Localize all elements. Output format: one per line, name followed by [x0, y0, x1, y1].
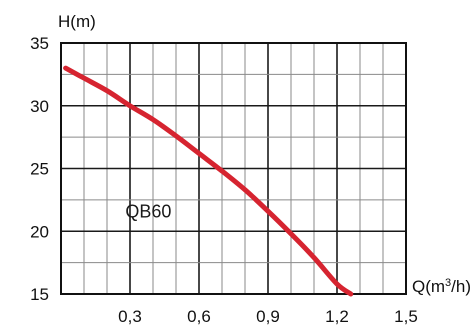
x-axis-label-superscript: 3 — [445, 277, 451, 289]
y-tick-label: 25 — [30, 160, 49, 179]
x-tick-label: 0,6 — [187, 307, 211, 326]
y-tick-label: 35 — [30, 34, 49, 53]
curve-layer — [63, 65, 354, 297]
x-tick-label: 0,9 — [256, 307, 280, 326]
x-axis-label: Q(m3/h) — [412, 277, 471, 296]
y-tick-label: 30 — [30, 97, 49, 116]
series-label: QB60 — [125, 201, 171, 221]
y-tick-label: 20 — [30, 222, 49, 241]
plot-frame — [60, 42, 407, 295]
x-tick-label: 1,5 — [394, 307, 418, 326]
x-axis-label-main: Q(m — [412, 277, 445, 296]
series-line-qb60 — [63, 65, 354, 297]
x-axis-label-end: /h) — [451, 277, 471, 296]
labels: H(m) Q(m3/h) 15 20 25 30 35 0,3 0,6 0,9 1,2 1,5 QB… — [30, 12, 471, 326]
y-tick-label: 15 — [30, 285, 49, 304]
plot-border — [60, 42, 407, 295]
x-tick-label: 1,2 — [325, 307, 349, 326]
y-axis-label: H(m) — [58, 12, 96, 31]
x-tick-label: 0,3 — [118, 307, 142, 326]
grid — [61, 43, 406, 294]
